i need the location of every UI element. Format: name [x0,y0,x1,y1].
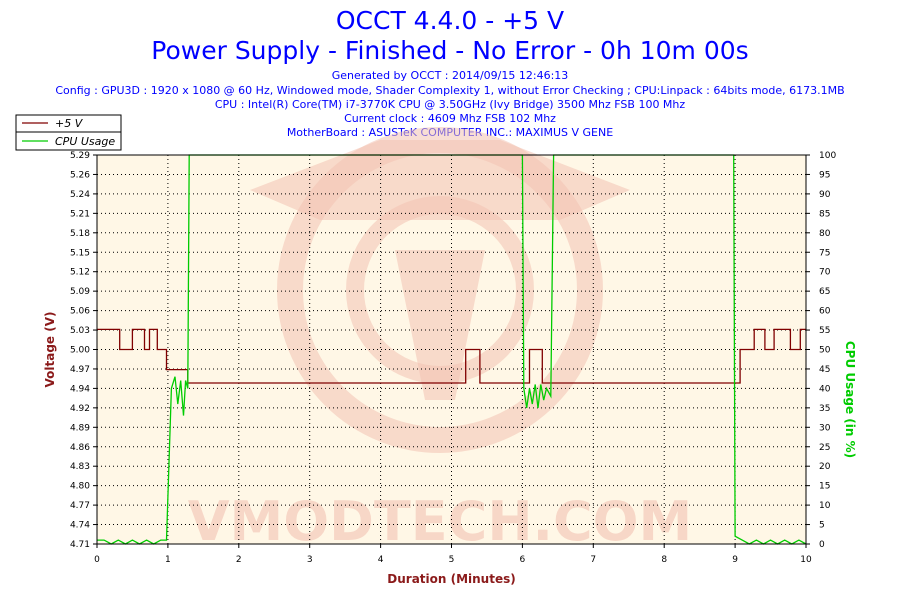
y-tick-label: 4.89 [70,423,90,433]
clock-info: Current clock : 4609 Mhz FSB 102 Mhz [344,112,556,125]
x-tick-label: 4 [378,555,384,565]
x-tick-label: 3 [307,555,313,565]
y2-tick-label: 40 [819,384,831,394]
series-line-voltage [97,328,806,384]
y2-tick-label: 50 [819,346,831,356]
y-tick-label: 5.26 [70,170,90,180]
legend-entry-cpu: CPU Usage [55,135,115,148]
y-tick-label: 4.71 [70,540,90,550]
y-tick-label: 5.21 [70,209,90,219]
x-tick-label: 6 [520,555,526,565]
y2-tick-label: 60 [819,307,831,317]
y-tick-label: 5.18 [70,229,90,239]
y-tick-label: 5.03 [70,326,90,336]
x-tick-label: 8 [661,555,667,565]
y2-axis-label: CPU Usage (in %) [843,341,857,458]
y2-tick-label: 100 [819,151,836,161]
y2-tick-label: 15 [819,482,830,492]
y2-tick-label: 45 [819,365,830,375]
legend-entry-voltage: +5 V [55,117,84,130]
y-tick-label: 5.09 [70,287,90,297]
y2-tick-label: 55 [819,326,830,336]
y-tick-label: 5.00 [70,346,90,356]
y-tick-label: 5.24 [70,190,90,200]
y-axis-label: Voltage (V) [43,312,57,388]
x-tick-label: 10 [800,555,812,565]
y-tick-label: 5.29 [70,151,90,161]
y2-tick-label: 25 [819,443,830,453]
x-tick-label: 5 [449,555,455,565]
x-tick-label: 0 [94,555,100,565]
series-line-cpu-usage [97,154,807,545]
watermark-text: VMODTECH.COM [188,490,693,553]
chart-title: OCCT 4.4.0 - +5 V [335,6,565,35]
y-tick-label: 5.15 [70,248,90,258]
watermark-logo: VMODTECH.COM [188,127,693,553]
y2-tick-label: 80 [819,229,831,239]
x-tick-label: 7 [590,555,596,565]
x-tick-label: 9 [732,555,738,565]
y-tick-label: 4.86 [70,443,90,453]
y-tick-label: 4.92 [70,404,90,414]
y2-tick-label: 5 [819,521,825,531]
chart-subtitle: Power Supply - Finished - No Error - 0h … [151,36,749,65]
y-tick-label: 4.77 [70,501,90,511]
y-tick-label: 5.06 [70,307,90,317]
axes: 0 1 2 3 4 5 6 7 8 9 104.714.744.774.804.834.864.89… [70,151,836,565]
legend: +5 V CPU Usage [15,114,122,151]
config-info: Config : GPU3D : 1920 x 1080 @ 60 Hz, Wi… [55,84,845,97]
y-tick-label: 4.97 [70,365,90,375]
y2-tick-label: 85 [819,209,830,219]
y-tick-label: 5.12 [70,268,90,278]
x-axis-label: Duration (Minutes) [387,572,515,586]
y2-tick-label: 65 [819,287,830,297]
y2-tick-label: 20 [819,462,831,472]
y2-tick-label: 90 [819,190,831,200]
y-tick-label: 4.83 [70,462,90,472]
y-tick-label: 4.80 [70,482,90,492]
y2-tick-label: 95 [819,170,830,180]
y-tick-label: 4.74 [70,521,90,531]
series-layer [97,154,807,545]
y2-tick-label: 10 [819,501,831,511]
y2-tick-label: 0 [819,540,825,550]
x-tick-label: 1 [165,555,171,565]
y2-tick-label: 70 [819,268,831,278]
y2-tick-label: 35 [819,404,830,414]
generated-info: Generated by OCCT : 2014/09/15 12:46:13 [331,69,569,82]
y-tick-label: 4.94 [70,384,90,394]
watermark-emblem [395,250,485,400]
y2-tick-label: 75 [819,248,830,258]
watermark-ring [277,127,603,453]
y2-tick-label: 30 [819,423,831,433]
x-tick-label: 2 [236,555,242,565]
cpu-info: CPU : Intel(R) Core(TM) i7-3770K CPU @ 3… [214,98,686,111]
